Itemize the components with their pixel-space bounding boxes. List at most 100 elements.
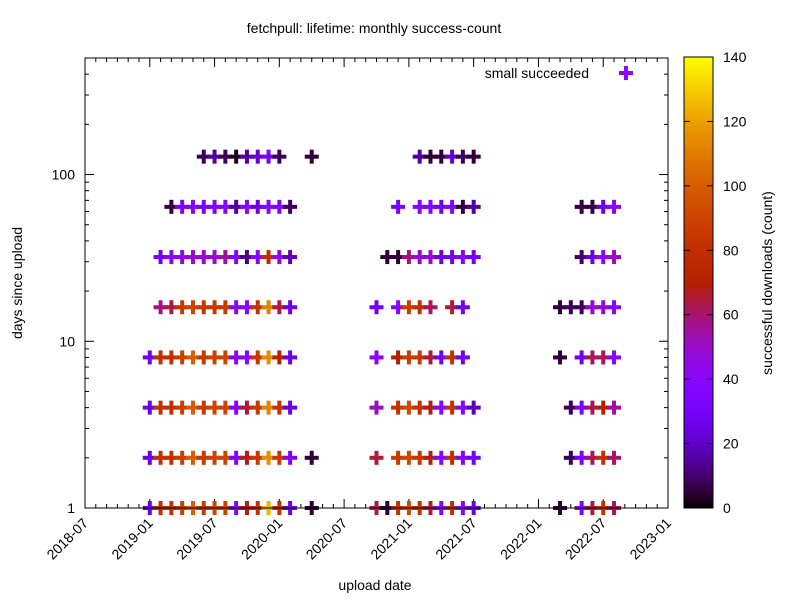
- data-point: [596, 300, 611, 315]
- data-point: [164, 450, 179, 465]
- data-point: [574, 300, 589, 315]
- x-tick-label: 2020-07: [303, 515, 351, 563]
- colorbar-tick-label: 140: [723, 49, 747, 65]
- data-point: [185, 350, 200, 365]
- data-point: [574, 400, 589, 415]
- data-point: [175, 250, 190, 265]
- data-point: [412, 199, 427, 214]
- data-point: [283, 350, 298, 365]
- data-point: [175, 400, 190, 415]
- data-point: [283, 300, 298, 315]
- data-point: [455, 149, 470, 164]
- data-point: [207, 400, 222, 415]
- data-point: [466, 450, 481, 465]
- data-point: [607, 199, 622, 214]
- data-point: [607, 400, 622, 415]
- data-point: [455, 250, 470, 265]
- data-point: [250, 250, 265, 265]
- data-point: [175, 350, 190, 365]
- data-point: [207, 199, 222, 214]
- colorbar-tick-label: 20: [723, 436, 739, 452]
- data-point: [239, 400, 254, 415]
- colorbar-tick-label: 80: [723, 242, 739, 258]
- data-point: [196, 149, 211, 164]
- data-point: [423, 199, 438, 214]
- data-point: [196, 250, 211, 265]
- data-point: [455, 199, 470, 214]
- data-point: [596, 400, 611, 415]
- data-point: [272, 400, 287, 415]
- data-point: [250, 149, 265, 164]
- data-point: [218, 450, 233, 465]
- data-point: [185, 199, 200, 214]
- data-point: [434, 250, 449, 265]
- data-point: [229, 149, 244, 164]
- data-point: [261, 199, 276, 214]
- data-point: [175, 300, 190, 315]
- data-point: [239, 199, 254, 214]
- data-point: [142, 400, 157, 415]
- data-point: [196, 350, 211, 365]
- data-point: [445, 300, 460, 315]
- data-point: [401, 350, 416, 365]
- data-point: [142, 450, 157, 465]
- data-point: [250, 450, 265, 465]
- data-point: [412, 149, 427, 164]
- data-point: [196, 300, 211, 315]
- legend-label: small succeeded: [485, 65, 589, 81]
- data-point: [466, 400, 481, 415]
- data-point: [272, 199, 287, 214]
- data-point: [574, 250, 589, 265]
- data-point: [607, 350, 622, 365]
- data-point: [185, 450, 200, 465]
- data-point: [434, 450, 449, 465]
- data-point: [164, 400, 179, 415]
- data-point: [391, 300, 406, 315]
- x-tick-label: 2019-01: [108, 515, 156, 563]
- data-point: [196, 400, 211, 415]
- chart-title: fetchpull: lifetime: monthly success-cou…: [247, 20, 502, 36]
- data-point: [218, 300, 233, 315]
- data-point: [196, 450, 211, 465]
- data-point: [391, 450, 406, 465]
- data-point: [585, 199, 600, 214]
- data-point: [369, 300, 384, 315]
- data-point: [369, 350, 384, 365]
- data-point: [153, 250, 168, 265]
- data-point: [229, 400, 244, 415]
- data-point: [261, 350, 276, 365]
- data-point: [261, 450, 276, 465]
- data-point: [164, 250, 179, 265]
- data-point: [239, 450, 254, 465]
- data-point: [185, 400, 200, 415]
- data-point: [445, 450, 460, 465]
- data-point: [466, 250, 481, 265]
- data-point: [455, 400, 470, 415]
- data-point: [229, 350, 244, 365]
- data-point: [412, 400, 427, 415]
- plot-frame: [84, 57, 669, 509]
- data-point: [250, 400, 265, 415]
- colorbar-tick-label: 120: [723, 113, 747, 129]
- data-point: [250, 300, 265, 315]
- x-tick-label: 2022-01: [497, 515, 545, 563]
- data-point: [585, 400, 600, 415]
- data-point: [563, 450, 578, 465]
- data-point: [239, 250, 254, 265]
- data-point: [585, 250, 600, 265]
- data-point: [369, 450, 384, 465]
- data-point: [455, 300, 470, 315]
- data-point: [445, 199, 460, 214]
- data-point: [304, 149, 319, 164]
- data-point: [434, 350, 449, 365]
- data-point: [153, 350, 168, 365]
- x-tick-label: 2020-01: [238, 515, 286, 563]
- data-point: [175, 199, 190, 214]
- x-tick-label: 2018-07: [43, 515, 91, 563]
- colorbar-ticks: 0 20 40 60 80 100 120 140: [684, 49, 747, 516]
- data-point: [229, 199, 244, 214]
- colorbar-tick-label: 60: [723, 307, 739, 323]
- x-tick-label: 2023-01: [626, 515, 674, 563]
- data-point: [250, 199, 265, 214]
- data-point: [412, 300, 427, 315]
